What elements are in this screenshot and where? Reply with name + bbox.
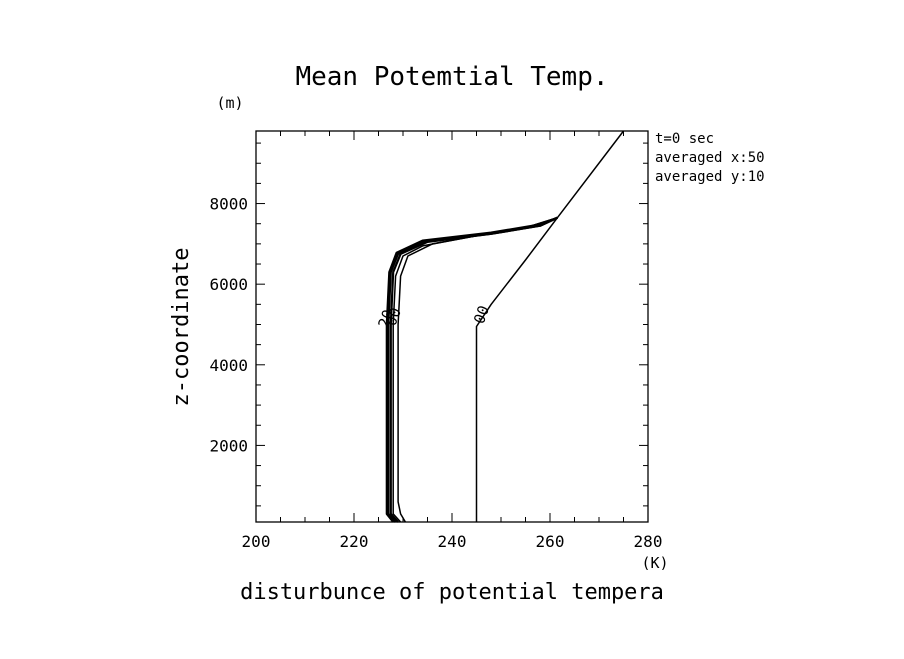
y-tick-label: 2000 (209, 436, 248, 455)
annotation-averaged-x: averaged x:50 (655, 150, 765, 166)
y-tick-label: 8000 (209, 195, 248, 214)
contour-label: 20 (375, 307, 398, 330)
x-axis-label: disturbunce of potential tempera (240, 580, 664, 605)
x-tick-label: 260 (536, 532, 565, 551)
annotation-averaged-y: averaged y:10 (655, 169, 765, 185)
series-line-4 (389, 216, 558, 523)
series-line-6 (385, 216, 558, 523)
x-tick-label: 200 (242, 532, 271, 551)
contour-label: 00 (470, 303, 493, 326)
plot-frame (255, 130, 649, 523)
annotation-time: t=0 sec (655, 131, 714, 147)
series-line-2 (397, 216, 558, 523)
y-axis-unit: (m) (216, 94, 243, 112)
x-tick-label: 280 (634, 532, 663, 551)
y-tick-label: 4000 (209, 356, 248, 375)
x-tick-label: 220 (340, 532, 369, 551)
contour-label: 00 (382, 305, 405, 328)
y-tick-label: 6000 (209, 275, 248, 294)
x-tick-label: 240 (438, 532, 467, 551)
series-line-3 (392, 216, 558, 523)
series-line-1 (475, 130, 625, 522)
x-axis-unit: (K) (641, 554, 668, 572)
y-axis-label: z-coordinate (169, 248, 194, 407)
series-line-5 (387, 216, 558, 523)
chart-title: Mean Potemtial Temp. (295, 62, 608, 92)
